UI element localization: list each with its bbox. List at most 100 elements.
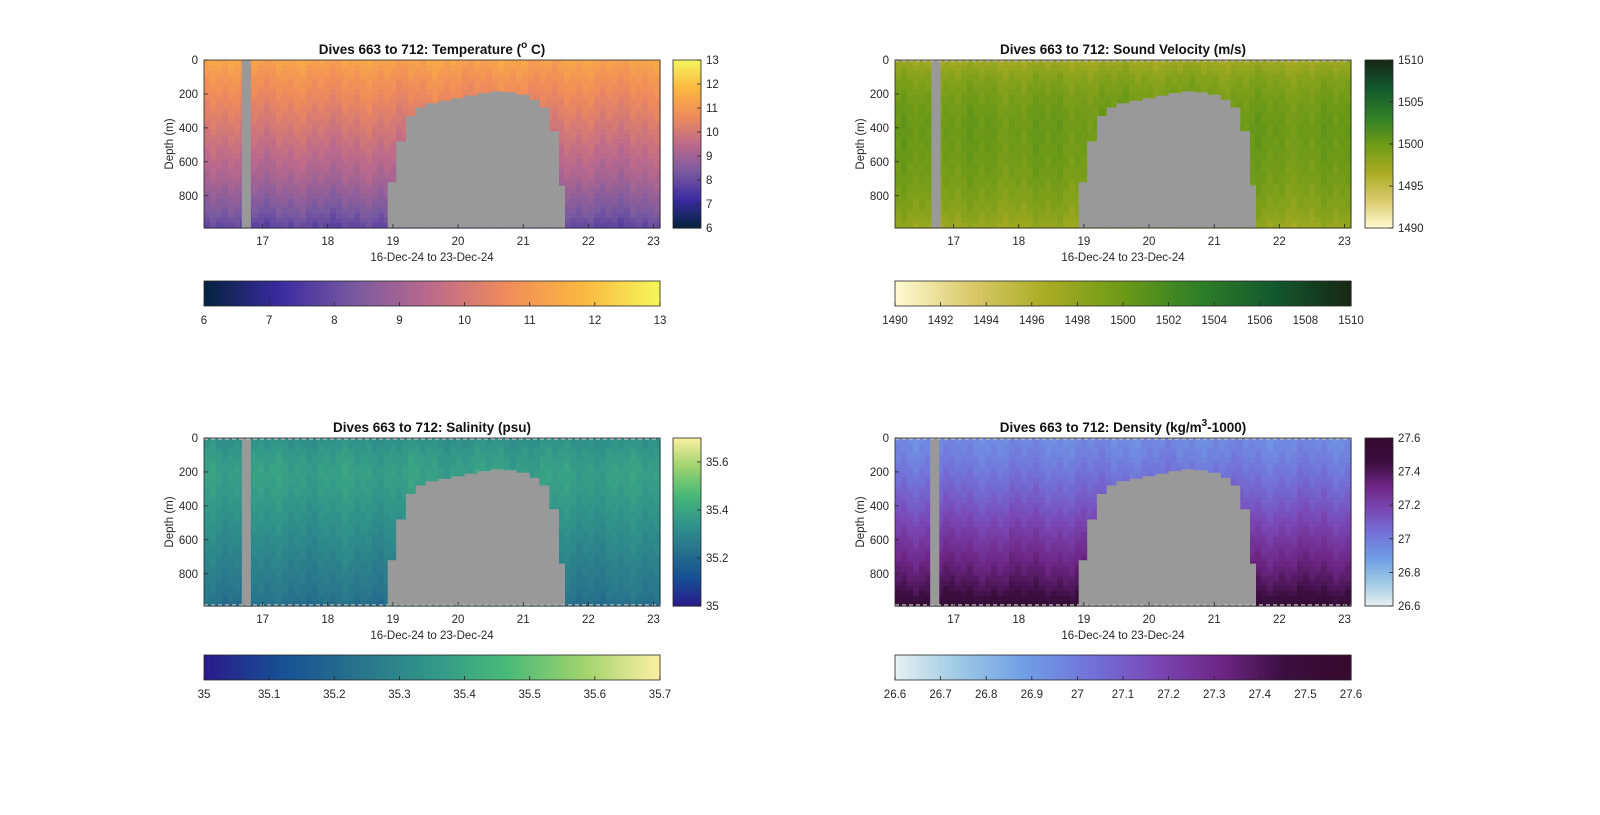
heatmap-cell bbox=[396, 114, 403, 120]
heatmap-cell bbox=[1135, 64, 1142, 71]
heatmap-cell bbox=[588, 114, 595, 120]
heatmap-cell bbox=[228, 94, 235, 101]
heatmap-cell bbox=[228, 213, 235, 219]
heatmap-cell bbox=[1003, 64, 1010, 71]
heatmap-cell bbox=[1141, 89, 1148, 96]
heatmap-cell bbox=[961, 60, 968, 66]
heatmap-cell bbox=[342, 114, 349, 120]
heatmap-cell bbox=[294, 99, 301, 106]
heatmap-cell bbox=[402, 84, 409, 91]
heatmap-cell bbox=[967, 79, 974, 86]
heatmap-cell bbox=[558, 114, 565, 120]
heatmap-cell bbox=[306, 114, 313, 120]
heatmap-cell bbox=[480, 64, 487, 71]
colorbar-swatch bbox=[557, 281, 562, 306]
heatmap-cell bbox=[534, 64, 541, 71]
heatmap-cell bbox=[973, 148, 980, 155]
heatmap-cell bbox=[210, 94, 217, 101]
heatmap-cell bbox=[216, 129, 223, 135]
heatmap-cell bbox=[1063, 74, 1070, 81]
heatmap-cell bbox=[354, 99, 361, 106]
heatmap-cell bbox=[1045, 64, 1052, 71]
heatmap-cell bbox=[1051, 84, 1058, 91]
heatmap-cell bbox=[1033, 109, 1040, 115]
heatmap-cell bbox=[612, 208, 619, 214]
heatmap-cell bbox=[1129, 74, 1136, 81]
heatmap-cell bbox=[492, 64, 499, 71]
heatmap-cell bbox=[943, 223, 950, 229]
heatmap-cell bbox=[630, 203, 637, 209]
heatmap-cell bbox=[252, 223, 259, 229]
heatmap-cell bbox=[402, 104, 409, 111]
heatmap-cell bbox=[612, 188, 619, 195]
heatmap-cell bbox=[648, 94, 655, 101]
heatmap-cell bbox=[630, 183, 637, 190]
heatmap-cell bbox=[1051, 109, 1058, 115]
heatmap-cell bbox=[312, 178, 319, 185]
heatmap-cell bbox=[612, 148, 619, 155]
heatmap-cell bbox=[372, 84, 379, 91]
heatmap-cell bbox=[354, 94, 361, 101]
heatmap-cell bbox=[228, 89, 235, 96]
heatmap-cell bbox=[264, 183, 271, 190]
heatmap-cell bbox=[1093, 109, 1100, 115]
heatmap-cell bbox=[949, 168, 956, 175]
heatmap-cell bbox=[1051, 114, 1058, 120]
heatmap-cell bbox=[985, 134, 992, 140]
heatmap-cell bbox=[1063, 208, 1070, 214]
heatmap-cell bbox=[336, 69, 343, 76]
heatmap-cell bbox=[1039, 60, 1046, 66]
heatmap-cell bbox=[997, 104, 1004, 111]
heatmap-cell bbox=[270, 109, 277, 115]
heatmap-cell bbox=[336, 198, 343, 204]
heatmap-cell bbox=[312, 203, 319, 209]
heatmap-cell bbox=[979, 198, 986, 204]
heatmap-cell bbox=[1051, 213, 1058, 219]
heatmap-cell bbox=[282, 84, 289, 91]
heatmap-cell bbox=[1255, 213, 1262, 219]
colorbar-swatch bbox=[378, 281, 384, 306]
heatmap-cell bbox=[636, 208, 643, 214]
heatmap-cell bbox=[252, 74, 259, 81]
heatmap-cell bbox=[594, 183, 601, 190]
heatmap-cell bbox=[288, 148, 295, 155]
heatmap-cell bbox=[282, 188, 289, 195]
heatmap-cell bbox=[372, 64, 379, 71]
heatmap-cell bbox=[222, 188, 229, 195]
heatmap-cell bbox=[991, 104, 998, 111]
heatmap-cell bbox=[1045, 124, 1052, 130]
heatmap-cell bbox=[390, 173, 397, 180]
heatmap-cell bbox=[564, 173, 571, 180]
heatmap-cell bbox=[534, 94, 541, 101]
heatmap-cell bbox=[997, 144, 1004, 150]
heatmap-cell bbox=[438, 94, 445, 101]
heatmap-cell bbox=[654, 89, 661, 96]
heatmap-cell bbox=[1021, 144, 1028, 150]
colorbar-swatch bbox=[397, 281, 403, 306]
heatmap-cell bbox=[606, 104, 613, 111]
heatmap-cell bbox=[330, 64, 337, 71]
heatmap-cell bbox=[336, 188, 343, 195]
heatmap-cell bbox=[204, 84, 211, 91]
heatmap-cell bbox=[1057, 94, 1064, 101]
heatmap-cell bbox=[552, 60, 559, 66]
heatmap-cell bbox=[564, 79, 571, 86]
colorbar-tick-label: 10 bbox=[706, 127, 719, 139]
heatmap-cell bbox=[378, 208, 385, 214]
heatmap-cell bbox=[1051, 129, 1058, 135]
heatmap-cell bbox=[402, 119, 409, 125]
heatmap-cell bbox=[648, 89, 655, 96]
heatmap-cell bbox=[1249, 173, 1256, 180]
heatmap-cell bbox=[895, 173, 902, 180]
heatmap-cell bbox=[1267, 198, 1274, 204]
heatmap-cell bbox=[264, 139, 271, 145]
colorbar-swatch bbox=[340, 281, 346, 306]
heatmap-cell bbox=[1075, 183, 1082, 190]
heatmap-cell bbox=[991, 94, 998, 101]
heatmap-cell bbox=[973, 144, 980, 150]
heatmap-cell bbox=[955, 134, 962, 140]
heatmap-cell bbox=[354, 139, 361, 145]
heatmap-cell bbox=[1069, 94, 1076, 101]
heatmap-cell bbox=[985, 223, 992, 229]
heatmap-cell bbox=[570, 163, 577, 170]
